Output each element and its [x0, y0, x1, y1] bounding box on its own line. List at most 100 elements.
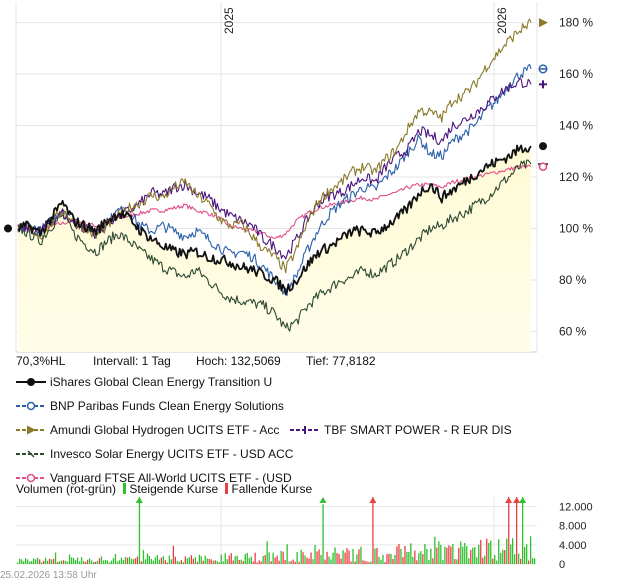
volume-bar — [256, 562, 258, 564]
volume-bar — [496, 560, 498, 564]
volume-bar — [356, 554, 358, 564]
volume-bar — [488, 542, 490, 564]
volume-bar — [132, 559, 135, 564]
volume-bar — [330, 559, 332, 564]
volume-bar — [196, 561, 198, 564]
hl-label: 70,3%HL — [16, 354, 66, 368]
legend-item[interactable]: Vanguard FTSE All-World UCITS ETF - (USD — [16, 471, 292, 485]
volume-y-tick: 12.000 — [559, 502, 593, 514]
volume-bar — [308, 558, 310, 564]
volume-bar — [154, 557, 156, 564]
volume-bar — [224, 553, 226, 564]
volume-bar — [82, 560, 85, 564]
volume-bar — [86, 559, 89, 564]
volume-bar — [420, 551, 422, 564]
volume-bar — [104, 560, 107, 564]
volume-legend: Volumen (rot-grün) Steigende Kurse Falle… — [16, 482, 312, 496]
volume-bar — [100, 556, 103, 564]
volume-bar — [378, 556, 380, 564]
volume-bar — [43, 560, 45, 564]
volume-bar — [130, 558, 133, 564]
y-tick-label: 80 % — [559, 273, 587, 287]
volume-bar — [278, 560, 280, 564]
volume-bar — [248, 558, 250, 564]
volume-bar — [192, 558, 194, 564]
volume-bar — [422, 554, 424, 564]
volume-bar — [110, 560, 113, 564]
volume-bar — [432, 558, 434, 564]
volume-bar — [398, 544, 400, 564]
volume-bar — [136, 556, 139, 564]
legend-item[interactable]: Amundi Global Hydrogen UCITS ETF - Acc — [16, 423, 279, 437]
volume-y-tick: 4.000 — [559, 540, 587, 552]
volume-bar — [212, 560, 214, 564]
volume-bar — [150, 559, 152, 564]
performance-chart: 60 % 80 % 100 % 120 % 140 % 160 % 180 % 2025 20… — [4, 2, 593, 353]
volume-bar — [468, 558, 470, 564]
y-tick-label: 120 % — [559, 170, 593, 184]
volume-bar — [424, 543, 426, 564]
legend-item[interactable]: BNP Paribas Funds Clean Energy Solutions — [16, 399, 284, 413]
volume-bar — [484, 555, 486, 564]
volume-bar — [470, 549, 472, 564]
volume-bar — [17, 562, 19, 564]
volume-bar — [304, 555, 306, 564]
volume-bar — [140, 561, 143, 564]
volume-bar — [210, 559, 212, 564]
legend-swatch — [16, 401, 46, 411]
volume-bar — [37, 557, 39, 564]
volume-bar — [206, 558, 208, 564]
volume-bar — [64, 560, 67, 564]
series-start-marker — [4, 224, 12, 233]
volume-bar — [242, 561, 244, 564]
volume-bar — [114, 554, 117, 564]
series-line-2 — [17, 18, 532, 274]
legend-item[interactable]: iShares Global Clean Energy Transition U — [16, 375, 272, 389]
volume-bar — [408, 552, 410, 564]
volume-bar — [348, 550, 350, 564]
volume-bar — [158, 559, 160, 564]
volume-bar — [41, 562, 43, 564]
volume-bar — [198, 554, 200, 564]
volume-bar — [360, 546, 362, 564]
volume-bar — [396, 546, 398, 564]
volume-bar — [194, 557, 196, 564]
series-line-4 — [17, 159, 532, 332]
legend-label: BNP Paribas Funds Clean Energy Solutions — [50, 399, 284, 413]
volume-bar — [322, 504, 324, 564]
volume-bar — [246, 552, 248, 564]
volume-bar — [300, 549, 302, 564]
volume-bar — [326, 551, 328, 564]
volume-bar — [226, 559, 228, 564]
volume-bar — [414, 550, 416, 564]
legend-item[interactable]: TBF SMART POWER - R EUR DIS — [290, 423, 512, 437]
volume-bar — [428, 560, 430, 564]
volume-y-tick: 0 — [559, 559, 565, 571]
legend-item[interactable]: Invesco Solar Energy UCITS ETF - USD ACC — [16, 447, 293, 461]
volume-bar — [78, 561, 81, 564]
volume-bar — [324, 559, 326, 564]
volume-bar — [310, 552, 312, 564]
volume-bar — [218, 562, 220, 564]
volume-bar — [124, 556, 127, 564]
volume-title: Volumen (rot-grün) — [16, 482, 117, 496]
volume-bar — [466, 546, 468, 564]
volume-bar — [526, 544, 528, 564]
volume-bar — [176, 560, 178, 564]
volume-bar — [386, 554, 388, 564]
volume-bar — [268, 552, 270, 564]
volume-bar — [186, 558, 188, 564]
timestamp: 25.02.2026 13:58 Uhr — [0, 570, 97, 581]
volume-overflow-arrow — [319, 497, 327, 503]
volume-bar — [430, 548, 432, 564]
volume-bar — [482, 557, 484, 564]
volume-bar — [146, 553, 149, 564]
volume-bar — [126, 557, 129, 564]
volume-bar — [486, 538, 488, 564]
volume-bar — [528, 560, 530, 564]
volume-bar — [282, 551, 284, 564]
volume-bar — [168, 555, 170, 564]
volume-bar — [19, 558, 21, 564]
volume-bar — [412, 557, 414, 564]
